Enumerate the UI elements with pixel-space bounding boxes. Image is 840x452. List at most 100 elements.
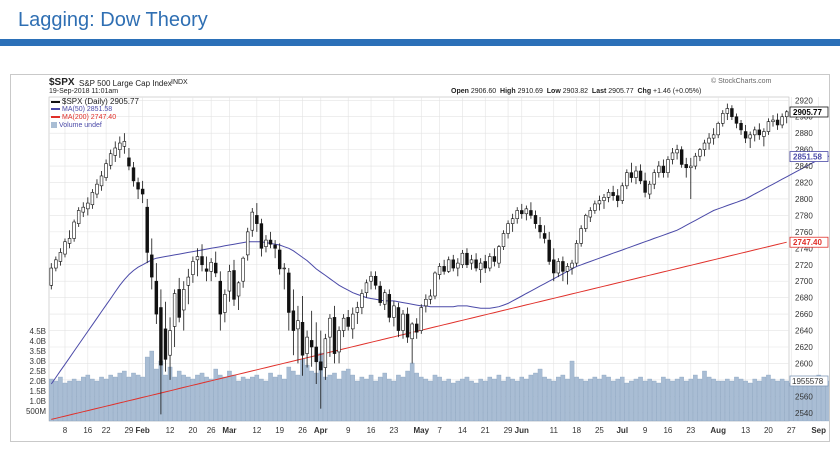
candle-body: [492, 256, 497, 262]
volume-bar: [186, 376, 191, 422]
volume-bar: [592, 376, 598, 422]
candle-body: [652, 172, 656, 185]
volume-bar: [387, 378, 392, 422]
candle-body: [775, 119, 780, 126]
candle-body: [460, 252, 465, 266]
volume-bar: [556, 376, 561, 422]
price-tick-label: 2860: [795, 146, 813, 155]
candle-body: [360, 293, 364, 308]
candle-body: [762, 131, 766, 137]
volume-bar: [514, 380, 520, 422]
volume-bar: [103, 378, 109, 422]
volume-bar: [364, 378, 369, 422]
volume-bar: [405, 370, 410, 422]
date-tick-label: 21: [481, 426, 490, 435]
volume-bar: [569, 360, 575, 422]
volume-bar: [702, 370, 707, 422]
volume-bar: [263, 380, 269, 422]
candle-body: [195, 256, 200, 261]
volume-bar: [652, 380, 657, 422]
volume-bar: [71, 378, 77, 422]
candle-body: [739, 123, 743, 131]
candle-body: [90, 192, 95, 206]
volume-bar: [761, 376, 767, 422]
candle-body: [606, 192, 611, 198]
candle-body: [172, 293, 177, 327]
candle-body: [698, 149, 702, 157]
date-tick-label: May: [414, 426, 430, 435]
volume-bar: [437, 376, 442, 422]
candle-body: [414, 323, 419, 333]
candle-body: [383, 292, 387, 305]
volume-bar: [199, 372, 205, 422]
volume-bar: [542, 376, 547, 422]
candle-body: [437, 266, 442, 275]
legend-ma200: MA(200) 2747.40: [51, 114, 116, 121]
date-tick-label: 19: [275, 426, 284, 435]
volume-bar: [725, 378, 730, 422]
candle-body: [602, 197, 606, 201]
candle-body: [620, 185, 624, 201]
volume-bar: [396, 374, 401, 422]
volume-bar: [336, 378, 342, 422]
candle-body: [419, 307, 423, 331]
candle-body: [337, 330, 341, 353]
volume-bar: [291, 370, 296, 422]
candle-body: [533, 215, 538, 224]
candle-body: [556, 261, 561, 274]
price-tick-label: 2920: [795, 96, 813, 105]
date-tick-label: 8: [63, 426, 68, 435]
volume-bar: [578, 378, 584, 422]
candle-body: [478, 262, 483, 270]
candle-body: [570, 262, 574, 269]
stockcharts-watermark: © StockCharts.com: [711, 78, 772, 85]
volume-bar: [656, 382, 662, 422]
volume-bar: [67, 380, 72, 422]
price-tick-label: 2740: [795, 244, 813, 253]
candle-body: [136, 182, 140, 190]
candle-body: [150, 254, 154, 278]
candle-body: [625, 172, 629, 187]
volume-bar: [451, 382, 456, 422]
volume-bar: [327, 374, 333, 422]
volume-bar: [382, 372, 387, 422]
volume-bar: [601, 374, 607, 422]
candle-body: [236, 282, 241, 297]
candle-body: [273, 244, 277, 249]
ma200-line: [51, 241, 787, 420]
candle-body: [314, 346, 318, 363]
volume-bar: [501, 380, 506, 422]
volume-bar: [222, 376, 228, 422]
volume-bar: [519, 376, 525, 422]
date-tick-label: 16: [663, 426, 672, 435]
date-tick-label: 20: [764, 426, 773, 435]
volume-bar: [825, 380, 829, 422]
volume-bar: [236, 380, 241, 422]
volume-bar: [711, 378, 716, 422]
ohlc-readout: Open 2906.60 High 2910.69 Low 2903.82 La…: [451, 88, 702, 95]
candle-body: [547, 239, 551, 262]
chart-exchange: INDX: [171, 79, 188, 86]
candle-body: [488, 256, 492, 269]
volume-bar: [341, 370, 346, 422]
candle-body: [168, 330, 172, 356]
date-tick-label: 22: [102, 426, 111, 435]
volume-bar: [784, 380, 789, 422]
date-tick-label: 12: [252, 426, 261, 435]
volume-bar: [259, 378, 264, 422]
candle-body: [296, 320, 300, 330]
volume-bar: [295, 374, 301, 422]
candle-body: [766, 121, 771, 132]
candle-body: [465, 252, 469, 266]
date-tick-label: 12: [166, 426, 175, 435]
ma200-value-label: 2747.40: [793, 238, 822, 247]
candle-body: [241, 257, 245, 282]
candle-body: [501, 233, 506, 247]
candle-body: [309, 340, 314, 348]
volume-bar: [441, 380, 447, 422]
volume-bar: [715, 380, 721, 422]
candle-body: [159, 307, 163, 366]
volume-bar: [638, 376, 643, 422]
volume-bar: [615, 378, 620, 422]
legend-price: $SPX (Daily) 2905.77: [51, 97, 139, 106]
